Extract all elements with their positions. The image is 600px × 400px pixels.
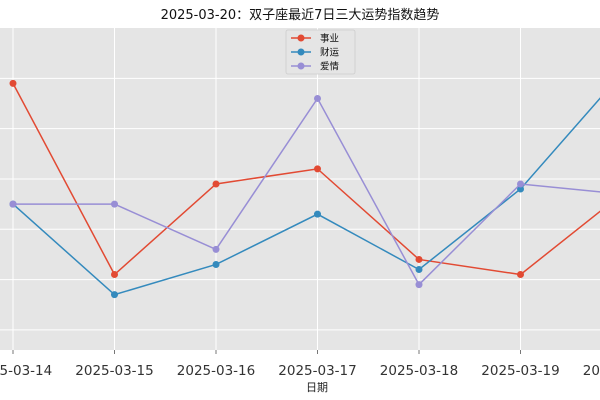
data-point <box>212 260 220 268</box>
legend-entry-label: 爱情 <box>320 61 340 73</box>
data-point <box>517 180 524 188</box>
x-tick-label: 2025-03-14 <box>0 363 52 379</box>
data-point <box>111 200 118 208</box>
data-point <box>415 266 423 273</box>
data-point <box>415 255 423 263</box>
legend-swatch-marker <box>297 62 305 70</box>
legend-entry-label: 事业 <box>320 33 339 45</box>
x-tick-label: 2025-03-17 <box>278 363 356 379</box>
x-tick-label: 2025-03-16 <box>177 363 255 379</box>
x-tick-label: 2025-03-20 <box>583 363 600 379</box>
data-point <box>212 180 220 188</box>
legend-entry-label: 财运 <box>320 47 340 59</box>
series-layer <box>9 79 600 299</box>
data-point <box>517 271 524 279</box>
data-point <box>415 281 423 289</box>
data-point <box>212 245 220 253</box>
x-tick-label: 2025-03-19 <box>481 363 559 379</box>
data-point <box>9 79 17 87</box>
data-point <box>111 271 118 279</box>
x-tick-label: 2025-03-15 <box>75 363 153 379</box>
legend-swatch-marker <box>297 34 305 42</box>
data-point <box>314 94 321 102</box>
data-point <box>314 210 321 218</box>
x-tick-labels: 2025-03-14 2025-03-15 2025-03-16 2025-03-17… <box>0 350 600 379</box>
x-tick-label: 2025-03-18 <box>380 363 458 379</box>
series-爱情 <box>9 94 600 289</box>
data-point <box>314 165 321 173</box>
legend-swatch-marker <box>297 48 305 56</box>
data-point <box>111 291 118 299</box>
series-事业 <box>9 79 600 279</box>
chart-title: 2025-03-20：双子座最近7日三大运势指数趋势 <box>161 7 440 23</box>
legend-box <box>285 29 356 75</box>
x-axis-label: 日期 <box>306 381 328 394</box>
data-point <box>517 185 524 193</box>
plot-background <box>0 28 600 350</box>
data-point <box>9 200 17 208</box>
